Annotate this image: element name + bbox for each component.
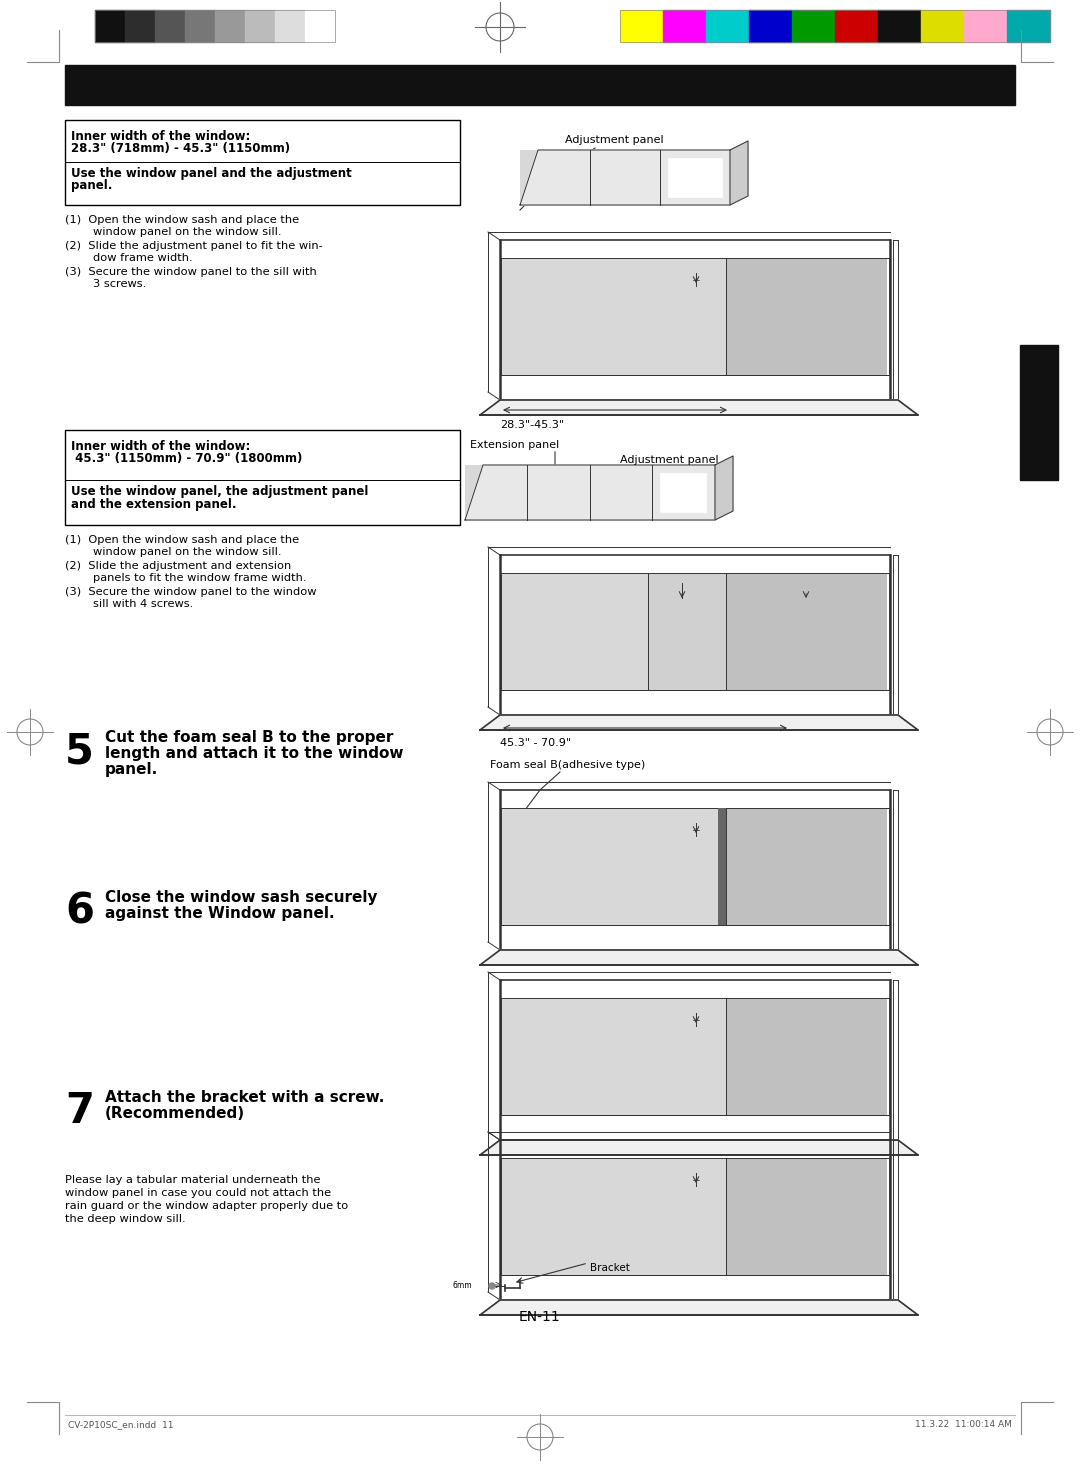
- Bar: [185, 10, 215, 42]
- Text: (3)  Secure the window panel to the window: (3) Secure the window panel to the windo…: [65, 587, 316, 597]
- Text: Inner width of the window:: Inner width of the window:: [71, 130, 251, 143]
- Polygon shape: [480, 950, 918, 965]
- Text: 6: 6: [65, 890, 94, 933]
- Text: (1)  Open the window sash and place the: (1) Open the window sash and place the: [65, 215, 299, 225]
- Text: (1)  Open the window sash and place the: (1) Open the window sash and place the: [65, 534, 299, 545]
- Text: (2)  Slide the adjustment and extension: (2) Slide the adjustment and extension: [65, 561, 292, 571]
- Bar: [1007, 10, 1050, 42]
- Text: CV-2P10SC_en.indd  11: CV-2P10SC_en.indd 11: [68, 1420, 174, 1429]
- Text: Use the window panel and the adjustment: Use the window panel and the adjustment: [71, 167, 352, 180]
- Bar: [663, 10, 706, 42]
- Bar: [465, 466, 715, 520]
- Text: Adjustment panel: Adjustment panel: [620, 455, 718, 466]
- Text: Adjustment panel: Adjustment panel: [565, 135, 663, 145]
- Text: 7: 7: [65, 1091, 94, 1132]
- Text: window panel on the window sill.: window panel on the window sill.: [93, 227, 282, 237]
- Bar: [727, 1158, 887, 1275]
- Bar: [65, 64, 1015, 105]
- Polygon shape: [480, 1140, 918, 1155]
- Text: against the Window panel.: against the Window panel.: [105, 906, 335, 921]
- Circle shape: [489, 1282, 495, 1288]
- Bar: [727, 258, 887, 375]
- Bar: [501, 258, 727, 375]
- Bar: [245, 10, 275, 42]
- Bar: [706, 10, 750, 42]
- Bar: [125, 10, 156, 42]
- Polygon shape: [465, 466, 733, 520]
- Text: Attach the bracket with a screw.: Attach the bracket with a screw.: [105, 1091, 384, 1105]
- Text: EN-11: EN-11: [519, 1310, 561, 1323]
- Text: Bracket: Bracket: [590, 1263, 630, 1274]
- Text: ENGLISH: ENGLISH: [1034, 521, 1044, 572]
- Text: 28.3"-45.3": 28.3"-45.3": [500, 420, 564, 430]
- Bar: [620, 10, 663, 42]
- Text: 45.3" (1150mm) - 70.9" (1800mm): 45.3" (1150mm) - 70.9" (1800mm): [71, 452, 302, 466]
- Bar: [519, 149, 730, 205]
- Polygon shape: [480, 1300, 918, 1315]
- Text: and the extension panel.: and the extension panel.: [71, 498, 237, 511]
- Polygon shape: [730, 141, 748, 205]
- Text: Cut the foam seal B to the proper: Cut the foam seal B to the proper: [105, 731, 393, 745]
- Text: 5: 5: [65, 731, 94, 772]
- Bar: [835, 10, 878, 42]
- Bar: [649, 572, 727, 690]
- Text: (2)  Slide the adjustment panel to fit the win-: (2) Slide the adjustment panel to fit th…: [65, 242, 323, 250]
- Bar: [1020, 346, 1058, 480]
- Text: sill with 4 screws.: sill with 4 screws.: [93, 599, 193, 609]
- Polygon shape: [480, 400, 918, 414]
- Bar: [501, 572, 649, 690]
- Bar: [727, 572, 887, 690]
- Bar: [95, 10, 335, 42]
- Bar: [501, 1158, 727, 1275]
- Text: 45.3" - 70.9": 45.3" - 70.9": [500, 738, 571, 748]
- Text: Foam seal B(adhesive type): Foam seal B(adhesive type): [490, 760, 645, 770]
- Bar: [215, 10, 245, 42]
- Text: (Recommended): (Recommended): [105, 1105, 245, 1121]
- Bar: [305, 10, 335, 42]
- Text: Inner width of the window:: Inner width of the window:: [71, 441, 251, 452]
- Text: rain guard or the window adapter properly due to: rain guard or the window adapter properl…: [65, 1200, 348, 1211]
- Bar: [921, 10, 964, 42]
- Text: the deep window sill.: the deep window sill.: [65, 1214, 186, 1224]
- Bar: [65, 430, 460, 526]
- Bar: [275, 10, 305, 42]
- Text: Use the window panel, the adjustment panel: Use the window panel, the adjustment pan…: [71, 485, 368, 498]
- Polygon shape: [519, 149, 748, 205]
- Bar: [660, 473, 706, 512]
- Polygon shape: [715, 455, 733, 520]
- Text: 28.3" (718mm) - 45.3" (1150mm): 28.3" (718mm) - 45.3" (1150mm): [71, 142, 291, 155]
- Bar: [95, 10, 125, 42]
- Bar: [156, 10, 185, 42]
- Bar: [750, 10, 792, 42]
- Bar: [727, 998, 887, 1116]
- Text: window panel in case you could not attach the: window panel in case you could not attac…: [65, 1187, 332, 1198]
- Bar: [65, 120, 460, 205]
- Text: window panel on the window sill.: window panel on the window sill.: [93, 548, 282, 556]
- Text: 6mm: 6mm: [453, 1281, 472, 1290]
- Bar: [964, 10, 1007, 42]
- Text: 3 screws.: 3 screws.: [93, 280, 146, 288]
- Text: panels to fit the window frame width.: panels to fit the window frame width.: [93, 572, 307, 583]
- Text: Close the window sash securely: Close the window sash securely: [105, 890, 378, 905]
- Bar: [878, 10, 921, 42]
- Polygon shape: [480, 714, 918, 731]
- Bar: [501, 808, 727, 925]
- Text: (3)  Secure the window panel to the sill with: (3) Secure the window panel to the sill …: [65, 266, 316, 277]
- Bar: [727, 808, 887, 925]
- Text: Please lay a tabular material underneath the: Please lay a tabular material underneath…: [65, 1176, 321, 1184]
- Text: Extension panel: Extension panel: [470, 441, 559, 449]
- Bar: [718, 808, 726, 925]
- Text: 11.3.22  11:00:14 AM: 11.3.22 11:00:14 AM: [915, 1420, 1012, 1429]
- Bar: [669, 158, 723, 198]
- Bar: [792, 10, 835, 42]
- Text: dow frame width.: dow frame width.: [93, 253, 192, 264]
- Text: panel.: panel.: [71, 179, 112, 192]
- Text: panel.: panel.: [105, 761, 159, 777]
- Text: length and attach it to the window: length and attach it to the window: [105, 747, 404, 761]
- Bar: [620, 10, 1050, 42]
- Bar: [501, 998, 727, 1116]
